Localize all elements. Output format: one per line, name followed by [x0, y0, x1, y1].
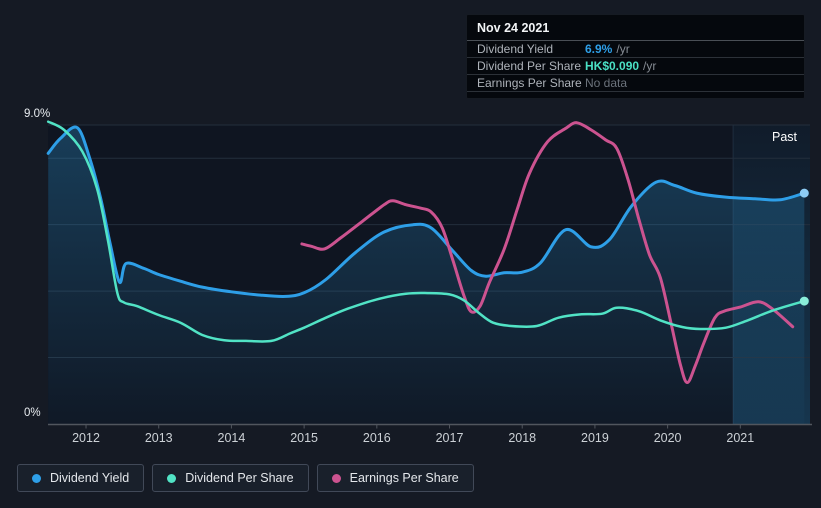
series-lines	[46, 120, 809, 424]
series-color-dot-icon	[167, 473, 177, 483]
chart-area[interactable]: 2012 2013 2014 2015 2016 2017 2018 2019 2020 2021…	[0, 0, 821, 455]
x-tick-label: 2019	[581, 431, 609, 445]
tooltip-value: No data	[585, 76, 628, 90]
x-tick-label: 2020	[654, 431, 682, 445]
legend-item-dividend-per-share[interactable]: Dividend Per Share	[152, 464, 309, 492]
tooltip-label: Dividend Yield	[477, 42, 554, 56]
x-tick-label: 2016	[363, 431, 391, 445]
legend-item-earnings-per-share[interactable]: Earnings Per Share	[316, 464, 474, 492]
dividend-yield-area	[48, 127, 805, 424]
tooltip-label: Dividend Per Share	[477, 59, 582, 73]
series-line-dividend-yield	[46, 125, 806, 298]
tooltip-row-dividend-per-share: Dividend Per Share HK$0.090 /yr	[467, 58, 804, 75]
legend-label: Dividend Per Share	[185, 471, 294, 485]
chart-svg: 2012 2013 2014 2015 2016 2017 2018 2019 2020 2021…	[24, 108, 812, 445]
series-color-dot-icon	[32, 473, 41, 483]
y-axis-max-label: 9.0%	[24, 108, 50, 120]
tooltip-value: 6.9%	[585, 42, 613, 56]
legend: Dividend Yield Dividend Per Share Earnin…	[17, 464, 474, 492]
tooltip-row-dividend-yield: Dividend Yield 6.9% /yr	[467, 41, 804, 58]
tooltip-value: HK$0.090	[585, 59, 640, 73]
x-tick-label: 2014	[218, 431, 246, 445]
x-axis-labels: 2012 2013 2014 2015 2016 2017 2018 2019 2020 2021	[72, 431, 754, 445]
series-color-dot-icon	[331, 473, 341, 483]
hover-tooltip: Nov 24 2021 Dividend Yield 6.9% /yr Divi…	[466, 14, 805, 99]
series-end-dot-dividend-per-share	[799, 296, 809, 306]
y-axis-min-label: 0%	[24, 407, 41, 419]
tooltip-date: Nov 24 2021	[467, 15, 804, 41]
past-label: Past	[772, 130, 798, 144]
x-tick-label: 2018	[508, 431, 536, 445]
legend-label: Dividend Yield	[50, 471, 130, 485]
tooltip-suffix: /yr	[616, 42, 630, 56]
tooltip-label: Earnings Per Share	[477, 76, 582, 90]
x-tick-label: 2015	[290, 431, 318, 445]
tooltip-suffix: /yr	[643, 59, 657, 73]
x-tick-label: 2012	[72, 431, 100, 445]
x-tick-label: 2013	[145, 431, 173, 445]
tooltip-row-earnings-per-share: Earnings Per Share No data	[467, 75, 804, 92]
legend-item-dividend-yield[interactable]: Dividend Yield	[17, 464, 145, 492]
legend-label: Earnings Per Share	[349, 471, 459, 485]
series-line-dividend-per-share	[46, 120, 806, 343]
x-tick-label: 2017	[436, 431, 464, 445]
x-tick-label: 2021	[726, 431, 754, 445]
series-end-dot-dividend-yield	[799, 188, 809, 198]
x-axis-ticks	[85, 424, 741, 429]
series-line-earnings-per-share	[300, 121, 795, 384]
